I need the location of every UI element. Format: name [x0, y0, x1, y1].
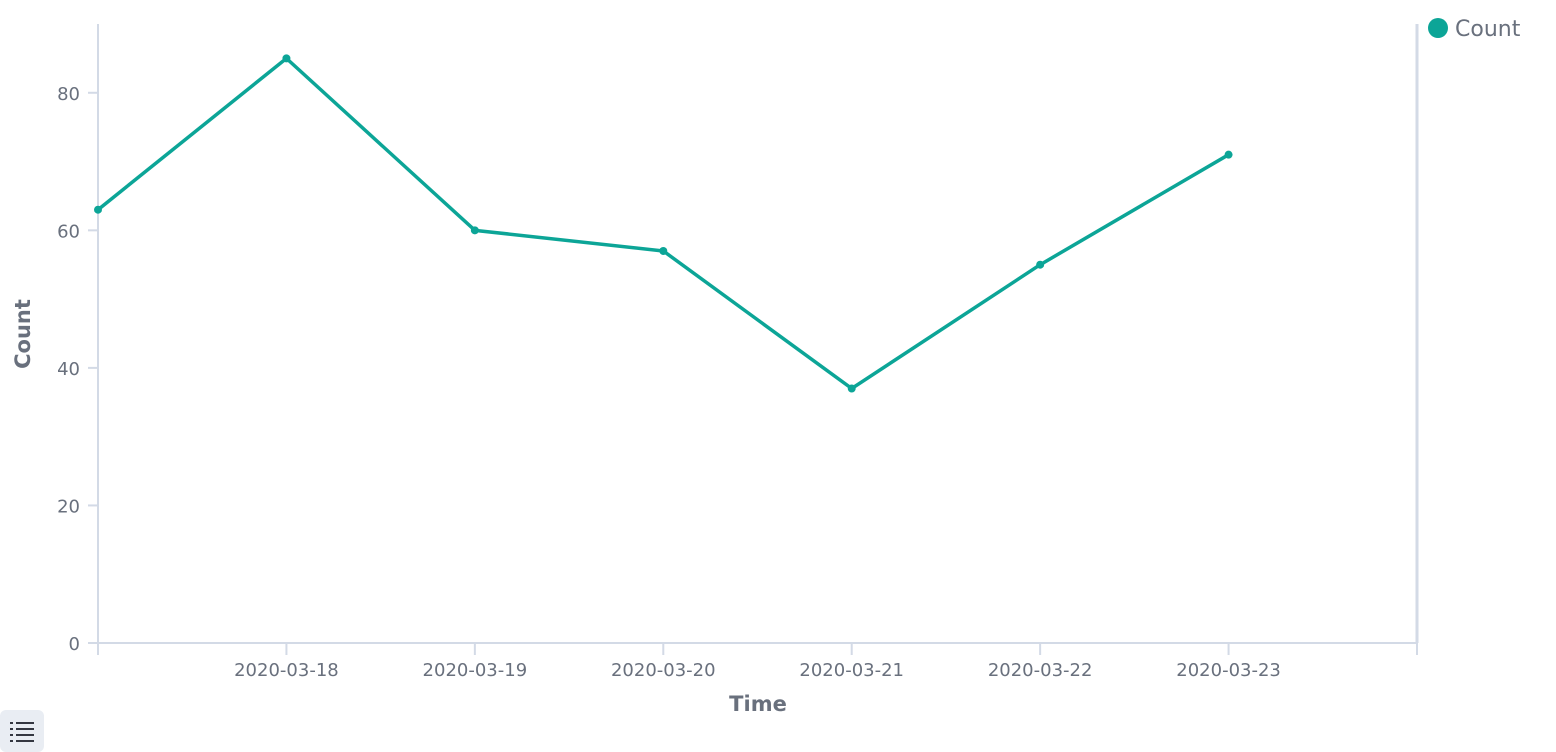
legend-swatch — [1428, 18, 1448, 38]
data-point — [1036, 260, 1045, 269]
list-icon — [10, 722, 34, 742]
legend-label[interactable]: Count — [1455, 17, 1521, 42]
y-tick-label: 80 — [57, 84, 80, 105]
y-tick-label: 20 — [57, 496, 80, 517]
series-layer — [94, 54, 1233, 393]
y-axis-title: Count — [11, 299, 35, 369]
x-tick-label: 2020-03-19 — [423, 660, 528, 681]
x-tick-label: 2020-03-20 — [611, 660, 716, 681]
data-point — [94, 205, 102, 214]
x-axis-ticks: 2020-03-18 2020-03-19 2020-03-20 2020-03-21… — [234, 643, 1281, 681]
data-point — [1224, 150, 1233, 159]
data-point — [470, 226, 479, 235]
x-tick-label: 2020-03-23 — [1176, 660, 1281, 681]
legend-toggle-button[interactable] — [0, 710, 44, 752]
x-tick-label: 2020-03-21 — [799, 660, 904, 681]
y-tick-label: 0 — [69, 634, 80, 655]
y-axis-ticks: 0 20 40 60 80 — [57, 84, 98, 655]
x-tick-label: 2020-03-22 — [988, 660, 1093, 681]
x-tick-label: 2020-03-18 — [234, 660, 339, 681]
axes — [97, 24, 1419, 655]
data-point — [282, 54, 291, 63]
y-tick-label: 40 — [57, 359, 80, 380]
data-point — [659, 246, 668, 255]
series-line — [96, 56, 1231, 391]
y-tick-label: 60 — [57, 221, 80, 242]
x-axis-title: Time — [729, 692, 787, 716]
legend[interactable]: Count — [1428, 17, 1521, 42]
data-point — [847, 384, 856, 393]
